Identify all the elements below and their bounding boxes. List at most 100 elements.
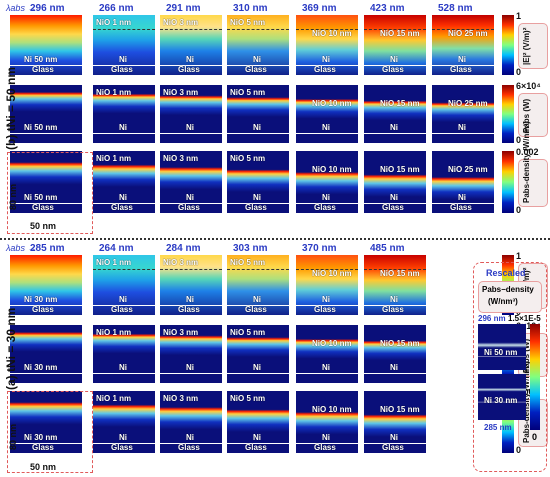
top-glass-label: Glass bbox=[314, 203, 336, 212]
top-interface-line bbox=[227, 203, 289, 204]
rescaled-wl-bottom: 285 nm bbox=[484, 423, 512, 432]
top-pabs-panel-4: NiO 10 nm Ni bbox=[296, 85, 358, 143]
top-interface-line bbox=[364, 133, 426, 134]
top-nio-label: NiO 3 nm bbox=[163, 154, 199, 163]
top-glass-label: Glass bbox=[111, 203, 133, 212]
top-ni-label: Ni bbox=[253, 55, 261, 64]
bottom-glass-label: Glass bbox=[245, 305, 267, 314]
dim-width-label-top: 50 nm bbox=[30, 221, 57, 231]
top-interface-line bbox=[432, 203, 494, 204]
top-interface-line bbox=[296, 203, 358, 204]
top-wavelength-2: 291 nm bbox=[166, 3, 201, 14]
top-nio-label: NiO 5 nm bbox=[230, 18, 266, 27]
bottom-ni-label: Ni bbox=[253, 363, 261, 372]
rescaled-ni-top: Ni 50 nm bbox=[484, 348, 518, 357]
top-dashed-line bbox=[432, 29, 494, 30]
top-nio-label: NiO 5 nm bbox=[230, 154, 266, 163]
bottom-nio-label: NiO 10 nm bbox=[312, 269, 352, 278]
bottom-interface-line bbox=[227, 443, 289, 444]
top-wavelength-4: 369 nm bbox=[302, 3, 337, 14]
top-glass-label: Glass bbox=[32, 65, 54, 74]
top-interface-line bbox=[93, 133, 155, 134]
rescaled-panel-bottom: Ni 30 nm bbox=[478, 374, 526, 420]
bottom-glass-label: Glass bbox=[178, 443, 200, 452]
top-efield-panel-4: NiO 10 nm Ni Glass bbox=[296, 15, 358, 75]
top-nio-label: NiO 25 nm bbox=[448, 99, 488, 108]
bottom-nio-label: NiO 3 nm bbox=[163, 328, 199, 337]
top-glass-label: Glass bbox=[382, 65, 404, 74]
bottom-pdensity-panel-5: NiO 15 nm Ni Glass bbox=[364, 391, 426, 453]
bottom-glass-label: Glass bbox=[245, 443, 267, 452]
bottom-interface-line bbox=[227, 373, 289, 374]
bottom-ni-label: Ni bbox=[390, 363, 398, 372]
bottom-efield-panel-5: NiO 15 nm Ni Glass bbox=[364, 255, 426, 315]
top-efield-panel-6: NiO 25 nm Ni Glass bbox=[432, 15, 494, 75]
row-label-a: (a) tNi = 30 nm bbox=[4, 307, 18, 390]
top-pdensity-panel-4: NiO 10 nm Ni Glass bbox=[296, 151, 358, 213]
top-wavelength-3: 310 nm bbox=[233, 3, 268, 14]
top-nio-label: NiO 15 nm bbox=[380, 165, 420, 174]
bottom-efield-panel-2: NiO 3 nm Ni Glass bbox=[160, 255, 222, 315]
top-pabs-panel-2: NiO 3 nm Ni bbox=[160, 85, 222, 143]
top-glass-label: Glass bbox=[111, 65, 133, 74]
top-colorbar-min: 0 bbox=[516, 67, 522, 77]
bottom-nio-label: NiO 15 nm bbox=[380, 405, 420, 414]
top-nio-label: NiO 25 nm bbox=[448, 29, 488, 38]
top-ni-label: Ni bbox=[322, 55, 330, 64]
bottom-nio-label: NiO 15 nm bbox=[380, 339, 420, 348]
top-interface-line bbox=[93, 65, 155, 66]
bottom-pabs-panel-0: Ni 30 nm bbox=[10, 325, 82, 383]
bottom-nio-label: NiO 5 nm bbox=[230, 394, 266, 403]
rescaled-panel-top: Ni 50 nm bbox=[478, 324, 526, 370]
bottom-glass-label: Glass bbox=[32, 443, 54, 452]
bottom-wavelength-3: 303 nm bbox=[233, 243, 268, 254]
dim-width-label-bottom: 50 nm bbox=[30, 462, 57, 472]
top-dashed-line bbox=[227, 29, 289, 30]
top-interface-line bbox=[10, 203, 82, 204]
top-colorbar-title-box bbox=[518, 23, 548, 69]
bottom-pabs-panel-5: NiO 15 nm Ni bbox=[364, 325, 426, 383]
dim-height-label-top: 80 nm bbox=[8, 183, 18, 210]
bottom-interface-line bbox=[364, 305, 426, 306]
bottom-dashed-line bbox=[160, 269, 222, 270]
top-ni-label: Ni bbox=[390, 123, 398, 132]
bottom-ni-label: Ni bbox=[119, 295, 127, 304]
bottom-pdensity-panel-0: Ni 30 nm Glass bbox=[10, 391, 82, 453]
top-nio-label: NiO 1 nm bbox=[96, 88, 132, 97]
bottom-pdensity-panel-3: NiO 5 nm Ni Glass bbox=[227, 391, 289, 453]
bottom-ni-label: Ni bbox=[119, 363, 127, 372]
bottom-colorbar-max: 0.002 bbox=[516, 387, 539, 397]
bottom-dashed-line bbox=[93, 269, 155, 270]
bottom-ni-label: Ni bbox=[322, 363, 330, 372]
top-nio-label: NiO 1 nm bbox=[96, 154, 132, 163]
rescaled-unit: (W/nm³) bbox=[488, 297, 518, 306]
bottom-pabs-panel-3: NiO 5 nm Ni bbox=[227, 325, 289, 383]
rescaled-header-box bbox=[478, 281, 542, 313]
top-pdensity-panel-5: NiO 15 nm Ni Glass bbox=[364, 151, 426, 213]
top-glass-label: Glass bbox=[245, 65, 267, 74]
top-pdensity-panel-3: NiO 5 nm Ni Glass bbox=[227, 151, 289, 213]
rescaled-cb-max: 1.5×1E-5 bbox=[508, 314, 541, 323]
bottom-glass-label: Glass bbox=[382, 305, 404, 314]
bottom-interface-line bbox=[296, 443, 358, 444]
top-wavelength-1: 266 nm bbox=[99, 3, 134, 14]
top-nio-label: NiO 25 nm bbox=[448, 165, 488, 174]
dim-height-label-bottom: 80 nm bbox=[8, 423, 18, 450]
bottom-glass-label: Glass bbox=[111, 305, 133, 314]
top-efield-panel-2: NiO 3 nm Ni Glass bbox=[160, 15, 222, 75]
bottom-interface-line bbox=[160, 305, 222, 306]
bottom-interface-line bbox=[296, 305, 358, 306]
top-pdensity-panel-0: Ni 50 nm Glass bbox=[10, 151, 82, 213]
bottom-interface-line bbox=[10, 373, 82, 374]
bottom-efield-panel-4: NiO 10 nm Ni Glass bbox=[296, 255, 358, 315]
top-nio-label: NiO 3 nm bbox=[163, 88, 199, 97]
top-interface-line bbox=[432, 133, 494, 134]
top-colorbar-efield bbox=[502, 15, 514, 75]
top-dashed-line bbox=[160, 29, 222, 30]
figure-separator bbox=[0, 238, 550, 240]
top-colorbar-min: 0 bbox=[516, 135, 522, 145]
bottom-efield-panel-3: NiO 5 nm Ni Glass bbox=[227, 255, 289, 315]
bottom-glass-label: Glass bbox=[111, 443, 133, 452]
top-ni-label: Ni bbox=[390, 55, 398, 64]
top-interface-line bbox=[160, 133, 222, 134]
